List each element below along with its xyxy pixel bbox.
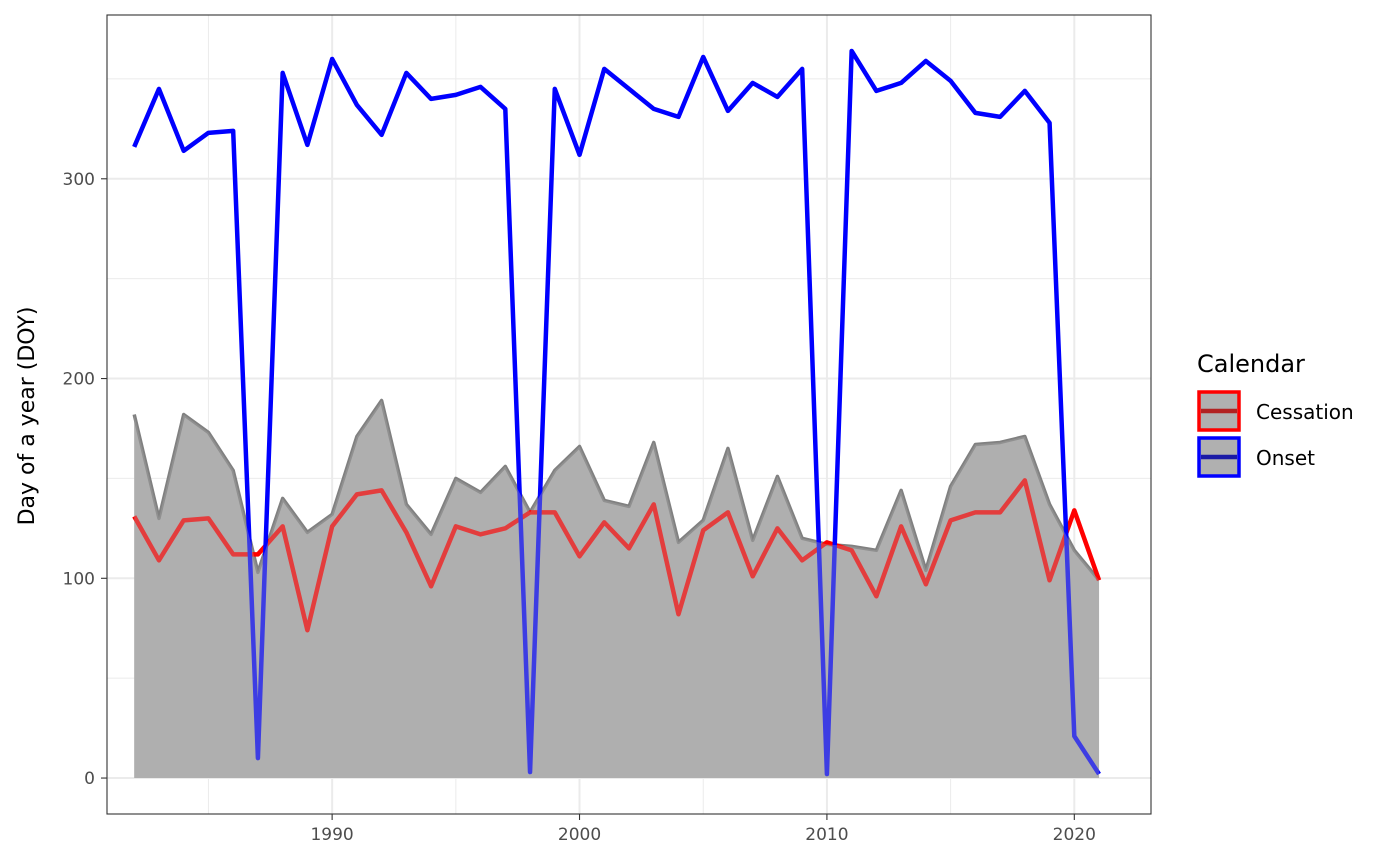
legend-title: Calendar — [1197, 350, 1305, 378]
x-tick-label: 1990 — [310, 825, 353, 845]
legend: Calendar Cessation Onset — [1197, 350, 1354, 478]
area-outline — [132, 398, 1101, 582]
legend-label: Cessation — [1256, 400, 1354, 424]
area-overlay — [134, 400, 1100, 779]
series-line-cessation — [132, 478, 1102, 633]
x-tick-label: 2010 — [805, 825, 848, 845]
y-tick-label: 100 — [63, 569, 95, 589]
x-tick-label: 2000 — [558, 825, 601, 845]
y-tick-label: 300 — [63, 170, 95, 190]
legend-label: Onset — [1256, 446, 1315, 470]
y-tick-label: 0 — [84, 769, 95, 789]
y-tick-label: 200 — [63, 370, 95, 390]
x-tick-label: 2020 — [1053, 825, 1096, 845]
y-axis-title: Day of a year (DOY) — [15, 307, 40, 526]
area-fill — [134, 400, 1100, 779]
area-layer — [132, 398, 1101, 779]
axis-ticks: 1990 2000 2010 2020 0 100 200 300 — [63, 170, 1096, 845]
lines-layer — [132, 48, 1102, 779]
series-line-onset — [132, 48, 1101, 777]
panel-border — [106, 14, 1152, 815]
legend-key-onset: Onset — [1197, 436, 1315, 478]
legend-key-cessation: Cessation — [1197, 390, 1354, 432]
